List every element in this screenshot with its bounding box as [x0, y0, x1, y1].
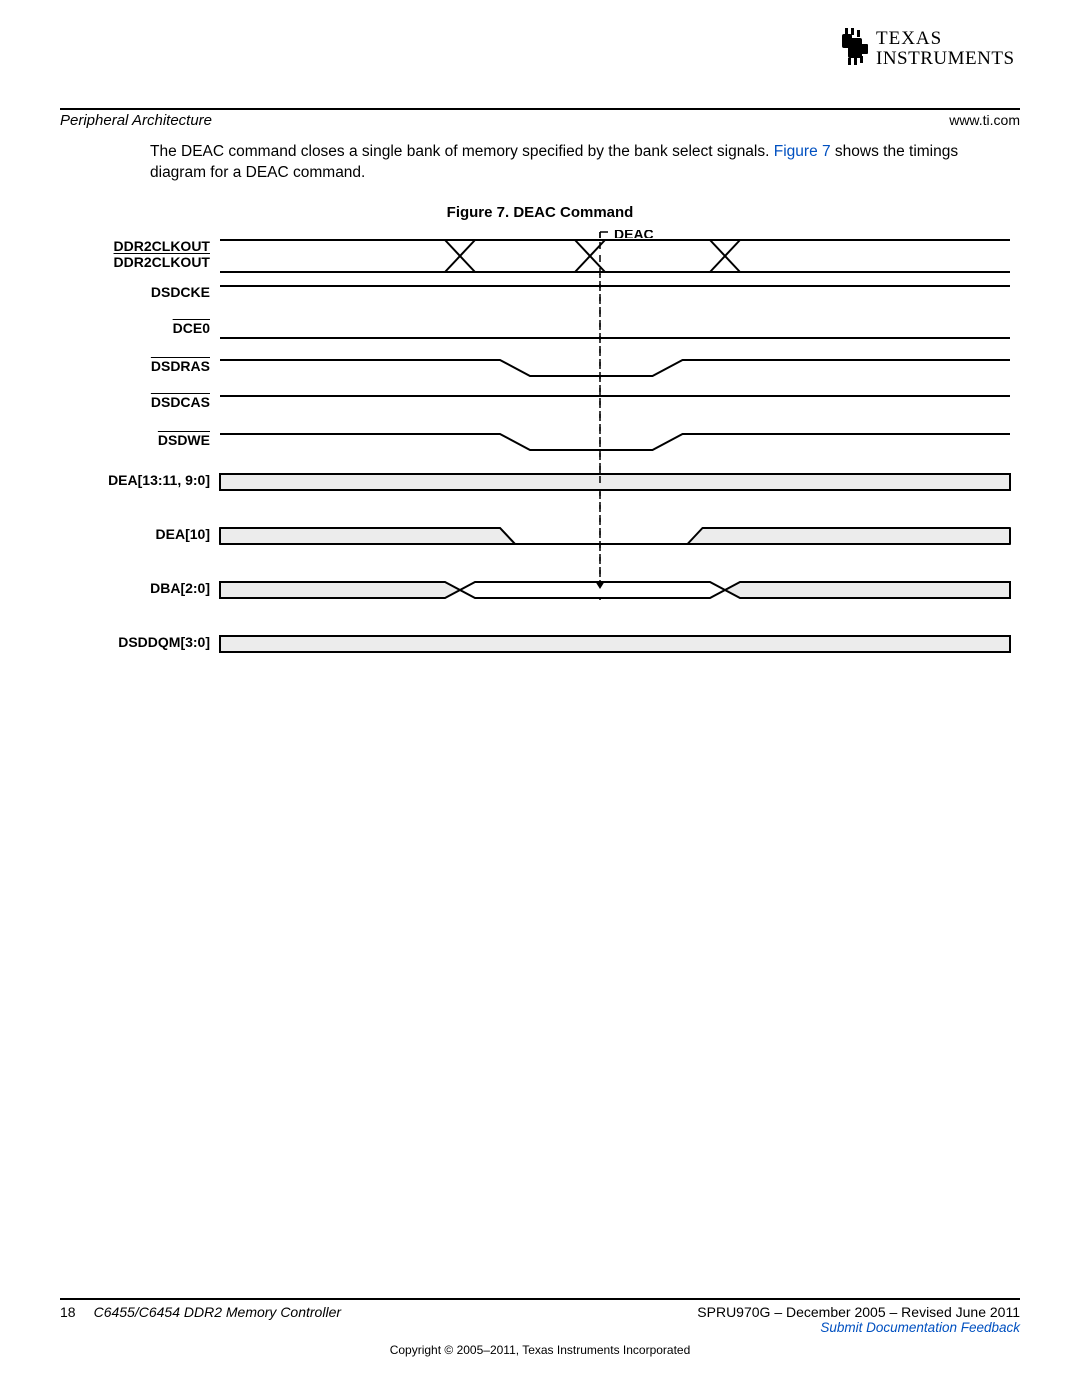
signal-label: DDR2CLKOUT: [80, 238, 210, 254]
signal-label: DEA[13:11, 9:0]: [80, 472, 210, 488]
doc-id-date: SPRU970G – December 2005 – Revised June …: [697, 1304, 1020, 1320]
figure-caption: Figure 7. DEAC Command: [0, 204, 1080, 221]
body-pre: The DEAC command closes a single bank of…: [150, 143, 774, 160]
doc-title: C6455/C6454 DDR2 Memory Controller: [94, 1304, 341, 1320]
ti-logo: TEXAS INSTRUMENTS: [840, 22, 1020, 72]
logo-line2: INSTRUMENTS: [876, 48, 1015, 69]
signal-label: DSDWE: [80, 432, 210, 448]
logo-line1: TEXAS: [876, 28, 942, 49]
body-paragraph: The DEAC command closes a single bank of…: [150, 142, 1010, 184]
signal-label: DSDCKE: [80, 284, 210, 300]
figure-link[interactable]: Figure 7: [774, 143, 831, 160]
copyright: Copyright © 2005–2011, Texas Instruments…: [0, 1343, 1080, 1357]
signal-label: DSDDQM[3:0]: [80, 634, 210, 650]
signal-label: DBA[2:0]: [80, 580, 210, 596]
header-url: www.ti.com: [949, 112, 1020, 129]
footer-bar: 18 C6455/C6454 DDR2 Memory Controller SP…: [60, 1298, 1020, 1335]
signal-label: DSDCAS: [80, 394, 210, 410]
page-number: 18: [60, 1304, 76, 1320]
signal-label: DSDRAS: [80, 358, 210, 374]
page: TEXAS INSTRUMENTS Peripheral Architectur…: [0, 0, 1080, 1397]
signal-label: DCE0: [80, 320, 210, 336]
feedback-link[interactable]: Submit Documentation Feedback: [697, 1320, 1020, 1335]
header-section-title: Peripheral Architecture: [60, 112, 212, 129]
signal-label: DDR2CLKOUT: [80, 254, 210, 270]
timing-diagram: DEAC DDR2CLKOUTDDR2CLKOUTDSDCKEDCE0DSDRA…: [80, 230, 1020, 700]
header-bar: Peripheral Architecture www.ti.com: [60, 108, 1020, 129]
signal-label: DEA[10]: [80, 526, 210, 542]
